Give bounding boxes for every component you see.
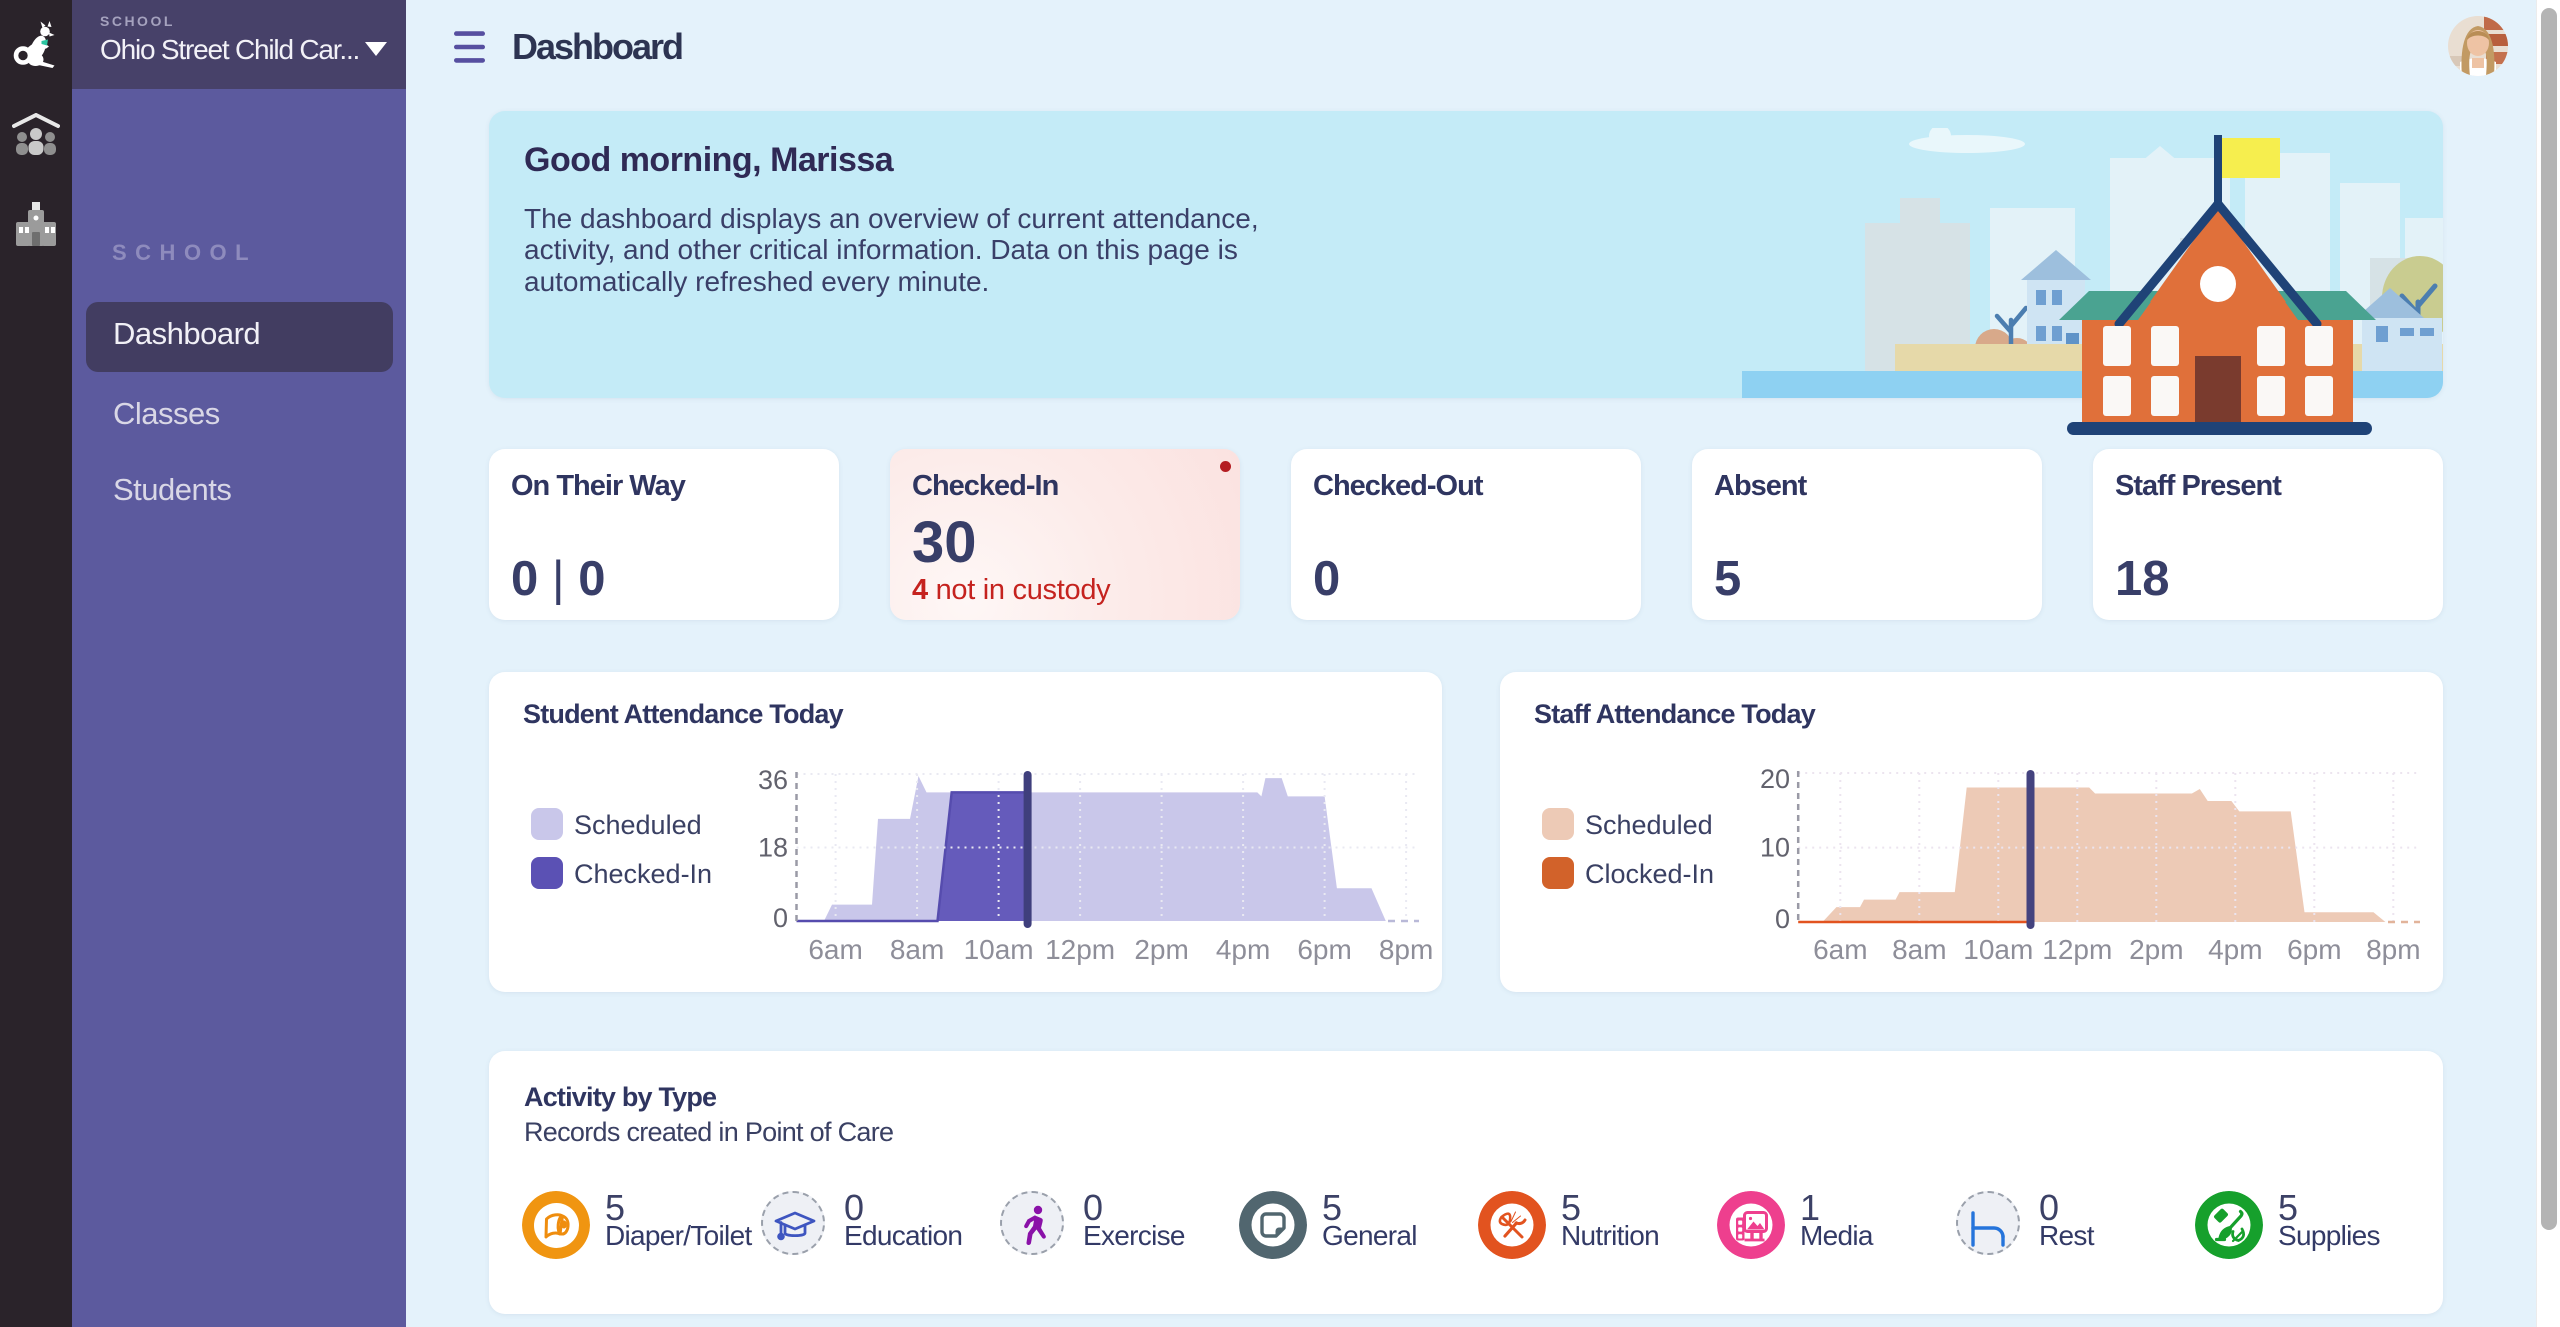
svg-text:6am: 6am	[808, 934, 862, 965]
svg-text:0: 0	[773, 903, 788, 933]
svg-text:36: 36	[758, 765, 788, 795]
svg-text:8am: 8am	[890, 934, 944, 965]
svg-text:2pm: 2pm	[2129, 934, 2183, 965]
svg-text:8pm: 8pm	[1379, 934, 1433, 965]
svg-text:6pm: 6pm	[2287, 934, 2341, 965]
svg-text:6am: 6am	[1813, 934, 1867, 965]
svg-text:4pm: 4pm	[2208, 934, 2262, 965]
svg-text:0: 0	[1775, 904, 1790, 934]
svg-text:12pm: 12pm	[2042, 934, 2112, 965]
svg-text:10: 10	[1760, 833, 1790, 863]
svg-text:18: 18	[758, 833, 788, 863]
svg-text:20: 20	[1760, 764, 1790, 794]
svg-text:2pm: 2pm	[1134, 934, 1188, 965]
svg-text:12pm: 12pm	[1045, 934, 1115, 965]
svg-text:10am: 10am	[964, 934, 1034, 965]
svg-text:8pm: 8pm	[2366, 934, 2420, 965]
svg-text:6pm: 6pm	[1297, 934, 1351, 965]
svg-text:4pm: 4pm	[1216, 934, 1270, 965]
svg-text:10am: 10am	[1963, 934, 2033, 965]
svg-text:8am: 8am	[1892, 934, 1946, 965]
